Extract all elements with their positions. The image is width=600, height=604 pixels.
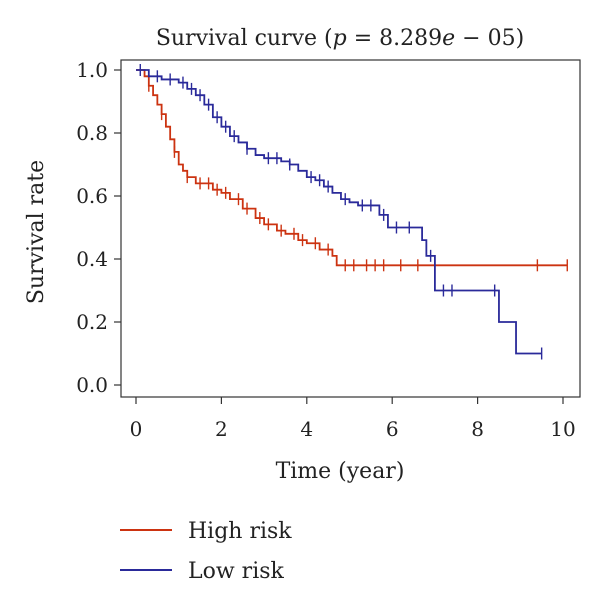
x-axis-label: Time (year): [276, 459, 405, 484]
y-axis: 0.0 0.2 0.4 0.6 0.8 1.0: [76, 58, 121, 397]
x-tick-label: 4: [300, 417, 313, 441]
x-tick-label: 6: [386, 417, 399, 441]
chart-title-part: = 8.289: [347, 26, 442, 51]
series-line-low-risk: [136, 69, 542, 355]
plot-frame: [120, 59, 581, 398]
y-axis-label: Survival rate: [24, 160, 49, 304]
x-tick-label: 10: [550, 417, 575, 441]
y-tick-label: 0.2: [76, 310, 108, 334]
chart-title-part: − 05): [455, 26, 524, 51]
x-tick-label: 0: [130, 417, 143, 441]
y-tick-label: 0.0: [76, 373, 108, 397]
x-tick-label: 8: [471, 417, 484, 441]
chart-title-part: e: [442, 26, 455, 51]
x-tick-label: 2: [215, 417, 228, 441]
y-tick-label: 1.0: [76, 58, 108, 82]
chart-title-part: Survival curve (: [156, 26, 333, 51]
x-axis: 0 2 4 6 8 10: [130, 397, 576, 441]
chart-title: Survival curve (p = 8.289e − 05): [156, 26, 524, 51]
legend-label: High risk: [188, 519, 292, 544]
y-tick-label: 0.8: [76, 121, 108, 145]
y-tick-label: 0.4: [76, 247, 108, 271]
series-layer: [136, 64, 568, 360]
legend: High risk Low risk: [120, 519, 292, 584]
y-tick-label: 0.6: [76, 184, 108, 208]
chart-title-part: p: [333, 26, 347, 51]
legend-label: Low risk: [188, 559, 285, 584]
